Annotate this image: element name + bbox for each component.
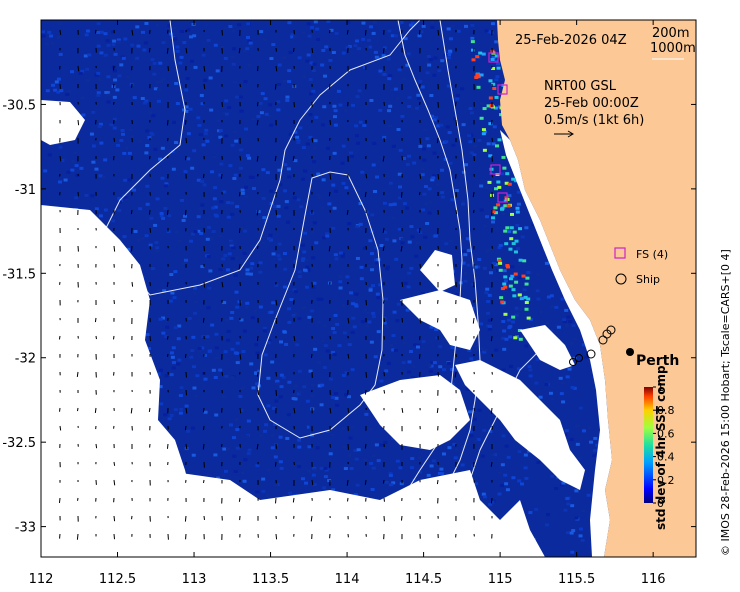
lat-tick-label: -33 bbox=[15, 521, 36, 536]
colorbar-tick-label: 1 bbox=[657, 381, 664, 394]
ship-legend-label: Ship bbox=[636, 273, 660, 286]
colorbar-tick-label: 0.4 bbox=[657, 451, 675, 464]
lon-tick-label: 112 bbox=[29, 572, 54, 587]
lat-tick-label: -30.5 bbox=[2, 98, 36, 113]
colorbar bbox=[644, 387, 653, 503]
lat-axis: -30.5 -31 -31.5 -32 -32.5 -33 bbox=[2, 98, 696, 536]
current-vectors bbox=[58, 29, 494, 540]
float-marker[interactable] bbox=[490, 164, 501, 175]
lat-tick-label: -31 bbox=[15, 183, 36, 198]
colorbar-tick-label: 0.2 bbox=[657, 474, 675, 487]
current-time-label: 25-Feb 00:00Z bbox=[544, 96, 639, 111]
lon-tick-label: 114.5 bbox=[405, 572, 442, 587]
colorbar-ticks: 0 0.2 0.4 0.6 0.8 1 bbox=[653, 381, 675, 510]
fs-legend-label: FS (4) bbox=[636, 248, 668, 261]
lon-tick-label: 115 bbox=[488, 572, 513, 587]
lon-tick-label: 112.5 bbox=[99, 572, 136, 587]
lat-tick-label: -32 bbox=[15, 352, 36, 367]
depth-legend-200: 200m bbox=[652, 26, 689, 41]
lon-tick-label: 113 bbox=[182, 572, 207, 587]
float-marker[interactable] bbox=[497, 84, 508, 95]
ship-marker[interactable] bbox=[575, 354, 583, 362]
scale-arrow-head bbox=[567, 130, 574, 138]
perth-label: Perth bbox=[636, 353, 679, 369]
ship-markers bbox=[569, 325, 616, 366]
lon-tick-label: 115.5 bbox=[558, 572, 595, 587]
colorbar-label: std dev of 4hr SST comp bbox=[654, 365, 668, 530]
bathymetry-contours bbox=[104, 20, 561, 557]
lon-tick-label: 113.5 bbox=[252, 572, 289, 587]
float-markers bbox=[488, 52, 508, 203]
date-title: 25-Feb-2026 04Z bbox=[515, 33, 627, 48]
plot-frame bbox=[40, 19, 697, 558]
float-marker[interactable] bbox=[488, 52, 499, 63]
lat-tick-label: -31.5 bbox=[2, 267, 36, 282]
ship-marker[interactable] bbox=[606, 325, 616, 335]
colorbar-tick-label: 0.6 bbox=[657, 427, 675, 440]
lon-axis: 112 112.5 113 113.5 114 114.5 115 115.5 116 bbox=[29, 20, 666, 587]
credit-text: © IMOS 28-Feb-2026 15:00 Hobart; Tscale=… bbox=[719, 249, 732, 556]
fs-legend-icon bbox=[614, 247, 626, 259]
perth-marker bbox=[626, 348, 634, 356]
current-scale-label: 0.5m/s (1kt 6h) bbox=[544, 113, 644, 128]
ship-marker[interactable] bbox=[569, 358, 577, 366]
current-model-label: NRT00 GSL bbox=[544, 79, 617, 94]
colorbar-tick-label: 0 bbox=[657, 497, 664, 510]
lon-tick-label: 116 bbox=[641, 572, 666, 587]
depth-legend-1000: 1000m bbox=[650, 41, 696, 56]
lat-tick-label: -32.5 bbox=[2, 436, 36, 451]
colorbar-tick-label: 0.8 bbox=[657, 404, 675, 417]
float-marker[interactable] bbox=[497, 192, 508, 203]
ship-legend-icon bbox=[615, 273, 627, 285]
lon-tick-label: 114 bbox=[335, 572, 360, 587]
ship-marker[interactable] bbox=[586, 349, 596, 359]
